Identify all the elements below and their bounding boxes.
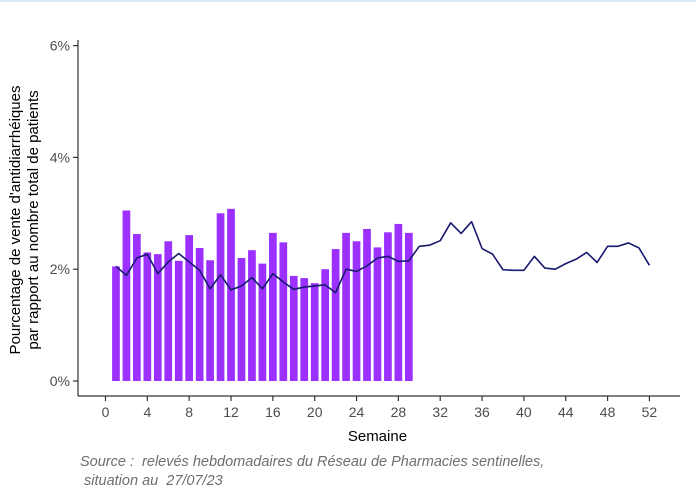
x-tick-label: 8 xyxy=(185,404,193,420)
x-tick-label: 40 xyxy=(516,404,532,420)
x-tick-label: 28 xyxy=(391,404,407,420)
bar xyxy=(164,241,173,381)
bar xyxy=(248,250,256,381)
weekly-line xyxy=(115,220,651,294)
bar xyxy=(112,266,120,381)
bar xyxy=(300,278,309,381)
bar xyxy=(237,258,246,381)
bar xyxy=(122,210,131,381)
bar xyxy=(227,208,235,381)
x-tick-label: 36 xyxy=(474,404,490,420)
bar xyxy=(153,254,162,381)
bar xyxy=(342,232,350,381)
bar xyxy=(174,260,183,381)
source-line-1: Source : relevés hebdomadaires du Réseau… xyxy=(80,454,545,470)
line-series xyxy=(115,220,651,294)
x-tick-label: 52 xyxy=(642,404,658,420)
bar xyxy=(363,228,371,381)
bar xyxy=(133,233,141,381)
x-tick-label: 48 xyxy=(600,404,616,420)
bar xyxy=(143,252,152,381)
x-tick-label: 32 xyxy=(432,404,448,420)
y-tick-label: 4% xyxy=(50,149,70,165)
source-note: Source : relevés hebdomadaires du Réseau… xyxy=(80,453,544,491)
bar xyxy=(195,247,204,381)
bar xyxy=(373,247,382,381)
x-tick-label: 44 xyxy=(558,404,574,420)
bar xyxy=(394,223,403,381)
y-tick-label: 2% xyxy=(50,261,70,277)
y-axis-title-line1: Pourcentage de vente d'antidiarrhéiques xyxy=(7,86,24,355)
y-axis-title-line2: par rapport au nombre total de patients xyxy=(25,90,42,349)
bar xyxy=(185,235,194,381)
y-axis-title: Pourcentage de vente d'antidiarrhéiques … xyxy=(7,86,42,355)
bar xyxy=(404,232,413,381)
x-axis-title: Semaine xyxy=(348,428,407,445)
bar xyxy=(258,263,267,381)
bar xyxy=(384,232,392,381)
bar xyxy=(206,260,214,381)
sales-chart: 0%2%4%6%0 4 8 12 16 20 24 28 32 36 40 44 48 52 Semain… xyxy=(7,38,680,445)
bar-series xyxy=(112,208,413,382)
y-tick-label: 6% xyxy=(50,38,70,54)
x-tick-label: 4 xyxy=(143,404,151,420)
axes: 0%2%4%6%0 4 8 12 16 20 24 28 32 36 40 44 48 52 xyxy=(50,38,680,420)
bar xyxy=(310,283,319,382)
source-line-2: situation au 27/07/23 xyxy=(80,473,223,489)
bar xyxy=(216,213,225,381)
bar xyxy=(352,241,361,381)
x-tick-label: 20 xyxy=(307,404,323,420)
bar xyxy=(331,249,340,381)
bar xyxy=(279,242,288,381)
x-tick-label: 16 xyxy=(265,404,281,420)
x-tick-label: 12 xyxy=(223,404,239,420)
bar xyxy=(289,275,298,381)
x-tick-label: 24 xyxy=(349,404,365,420)
top-border xyxy=(0,0,696,2)
y-tick-label: 0% xyxy=(50,373,70,389)
bar xyxy=(269,232,277,381)
x-tick-label: 0 xyxy=(102,404,110,420)
bar xyxy=(321,269,330,381)
